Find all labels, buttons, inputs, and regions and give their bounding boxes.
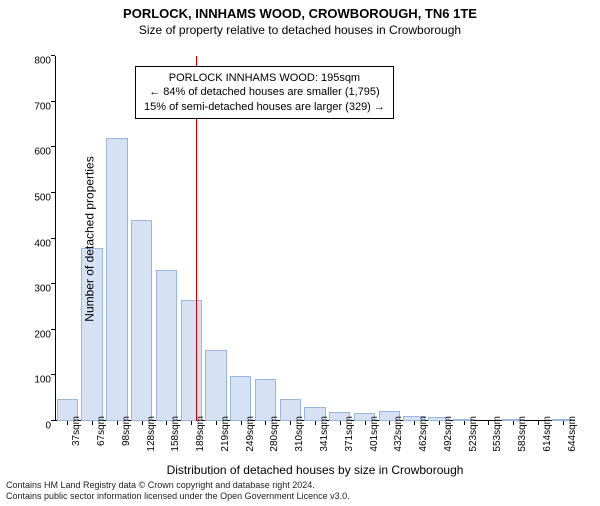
- chart-subtitle: Size of property relative to detached ho…: [0, 23, 600, 37]
- x-tick-mark: [67, 421, 68, 425]
- x-tick-mark: [117, 421, 118, 425]
- y-tick-mark: [51, 101, 55, 102]
- x-tick-mark: [315, 421, 316, 425]
- y-tick-mark: [51, 238, 55, 239]
- annotation-line: 15% of semi-detached houses are larger (…: [144, 100, 385, 114]
- y-tick-label: 200: [21, 329, 51, 340]
- histogram-bar: [230, 376, 251, 421]
- histogram-bar: [181, 300, 202, 421]
- x-tick-mark: [488, 421, 489, 425]
- x-tick-label: 523sqm: [468, 416, 479, 452]
- y-tick-label: 100: [21, 375, 51, 386]
- y-tick-label: 0: [21, 421, 51, 432]
- x-tick-mark: [290, 421, 291, 425]
- x-tick-mark: [389, 421, 390, 425]
- x-tick-label: 249sqm: [245, 416, 256, 452]
- x-tick-label: 614sqm: [542, 416, 553, 452]
- y-tick-mark: [51, 420, 55, 421]
- x-tick-label: 371sqm: [344, 416, 355, 452]
- x-tick-mark: [265, 421, 266, 425]
- x-tick-label: 583sqm: [517, 416, 528, 452]
- x-tick-label: 341sqm: [319, 416, 330, 452]
- y-tick-mark: [51, 192, 55, 193]
- annotation-box: PORLOCK INNHAMS WOOD: 195sqm← 84% of det…: [135, 66, 394, 119]
- chart-title: PORLOCK, INNHAMS WOOD, CROWBOROUGH, TN6 …: [0, 6, 600, 21]
- x-tick-mark: [216, 421, 217, 425]
- plot-area: 010020030040050060070080037sqm67sqm98sqm…: [55, 56, 575, 421]
- x-tick-mark: [241, 421, 242, 425]
- x-tick-label: 492sqm: [443, 416, 454, 452]
- x-tick-label: 462sqm: [418, 416, 429, 452]
- x-tick-label: 158sqm: [170, 416, 181, 452]
- y-tick-mark: [51, 329, 55, 330]
- histogram-bar: [131, 220, 152, 421]
- y-tick-label: 800: [21, 56, 51, 67]
- y-tick-mark: [51, 146, 55, 147]
- attribution: Contains HM Land Registry data © Crown c…: [6, 480, 350, 503]
- x-tick-mark: [142, 421, 143, 425]
- x-tick-label: 644sqm: [567, 416, 578, 452]
- y-tick-mark: [51, 55, 55, 56]
- histogram-bar: [156, 270, 177, 421]
- x-tick-mark: [414, 421, 415, 425]
- annotation-line: PORLOCK INNHAMS WOOD: 195sqm: [144, 71, 385, 85]
- x-tick-label: 401sqm: [369, 416, 380, 452]
- attribution-line-1: Contains HM Land Registry data © Crown c…: [6, 480, 315, 490]
- attribution-line-2: Contains public sector information licen…: [6, 491, 350, 501]
- x-tick-mark: [563, 421, 564, 425]
- x-tick-mark: [191, 421, 192, 425]
- annotation-line: ← 84% of detached houses are smaller (1,…: [144, 85, 385, 99]
- x-tick-mark: [365, 421, 366, 425]
- x-tick-mark: [340, 421, 341, 425]
- y-tick-label: 700: [21, 101, 51, 112]
- x-tick-label: 280sqm: [269, 416, 280, 452]
- chart-area: 010020030040050060070080037sqm67sqm98sqm…: [55, 56, 575, 421]
- histogram-bar: [255, 379, 276, 421]
- x-tick-mark: [439, 421, 440, 425]
- y-axis-line: [55, 56, 56, 421]
- y-tick-label: 300: [21, 284, 51, 295]
- x-tick-mark: [538, 421, 539, 425]
- x-tick-label: 189sqm: [195, 416, 206, 452]
- histogram-bar: [205, 350, 226, 421]
- y-tick-mark: [51, 374, 55, 375]
- x-tick-label: 310sqm: [294, 416, 305, 452]
- x-tick-mark: [464, 421, 465, 425]
- x-tick-mark: [92, 421, 93, 425]
- y-tick-label: 400: [21, 238, 51, 249]
- x-tick-label: 432sqm: [393, 416, 404, 452]
- x-tick-label: 219sqm: [220, 416, 231, 452]
- y-tick-label: 500: [21, 192, 51, 203]
- y-tick-label: 600: [21, 147, 51, 158]
- x-tick-label: 553sqm: [492, 416, 503, 452]
- y-tick-mark: [51, 283, 55, 284]
- histogram-bar: [106, 138, 127, 421]
- y-axis-label: Number of detached properties: [83, 156, 97, 321]
- x-tick-mark: [166, 421, 167, 425]
- x-tick-label: 128sqm: [146, 416, 157, 452]
- x-axis-label: Distribution of detached houses by size …: [55, 463, 575, 477]
- x-tick-mark: [513, 421, 514, 425]
